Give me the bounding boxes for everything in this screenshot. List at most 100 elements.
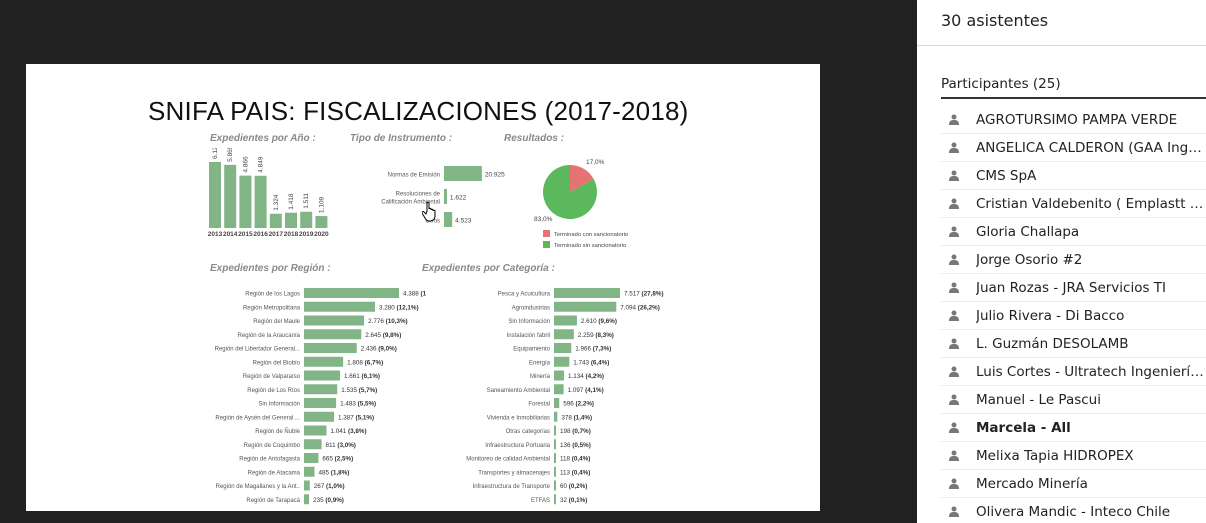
participant-name: Manuel - Le Pascui (976, 392, 1101, 408)
year-bar (285, 212, 297, 228)
region-bar (304, 439, 322, 450)
participant-name: Melixa Tapia HIDROPEX (976, 448, 1134, 464)
year-bar (239, 175, 252, 228)
region-tick-label: Región de Valparaíso (243, 374, 301, 380)
participant-name: Cristian Valdebenito ( Emplastt Ltda.) (976, 196, 1204, 212)
region-tick-label: Región de Magallanes y la Ant.. (216, 484, 301, 490)
legend-label: Terminado con sancionatorio (554, 232, 628, 238)
participants-header[interactable]: Participantes (25) (941, 76, 1206, 99)
category-tick-label: Pesca y Acuicultura (498, 292, 551, 298)
participant-name: Olivera Mandic - Inteco Chile (976, 504, 1171, 520)
region-bar-value: 665 (2,5%) (322, 456, 353, 463)
category-bar (554, 343, 572, 353)
participant-item[interactable]: Cristian Valdebenito ( Emplastt Ltda.) (941, 190, 1206, 218)
instrument-bar-chart: 20.925 Normas de Emisión 1.622 Resoluciones… (381, 166, 505, 227)
region-bar-value: 267 (1,0%) (314, 483, 345, 490)
participant-item[interactable]: Melixa Tapia HIDROPEX (941, 442, 1206, 470)
pie-slice (570, 165, 594, 192)
pie-label: 83,0% (534, 216, 553, 223)
participant-item[interactable]: L. Guzmán DESOLAMB (941, 330, 1206, 358)
category-tick-label: Infraestructura Portuaria (485, 443, 550, 449)
instrument-bar-value: 20.925 (485, 172, 505, 179)
region-bar-value: 811 (3,0%) (326, 442, 356, 449)
attendees-header: 30 asistentes (917, 0, 1206, 46)
year-chart-title: Expedientes por Año : (210, 133, 316, 144)
person-icon (949, 198, 959, 209)
participant-item[interactable]: AGROTURSIMO PAMPA VERDE (941, 106, 1206, 134)
participant-item[interactable]: Julio Rivera - Di Bacco (941, 302, 1206, 330)
region-tick-label: Región de Coquimbo (244, 443, 301, 449)
year-bar (315, 216, 328, 228)
region-bar-value: 1.535 (5,7%) (341, 387, 377, 394)
shared-slide: SNIFA PAIS: FISCALIZACIONES (2017-2018) … (26, 64, 820, 511)
year-tick-label: 2019 (299, 231, 314, 238)
participant-item[interactable]: Jorge Osorio #2 (941, 246, 1206, 274)
region-bar (304, 466, 315, 477)
category-bar (554, 480, 556, 491)
region-bar-value: 2.776 (10,3%) (368, 318, 408, 325)
region-bar (304, 411, 335, 422)
year-bar (224, 164, 237, 228)
year-bar-value: 1.418 (288, 193, 295, 210)
category-tick-label: Agroindustrias (512, 305, 550, 311)
person-icon (949, 422, 959, 433)
region-chart-title: Expedientes por Región : (210, 263, 331, 274)
participant-item[interactable]: Manuel - Le Pascui (941, 386, 1206, 414)
category-tick-label: Transportes y almacenajes (478, 470, 550, 476)
category-bar-value: 2.610 (9,6%) (581, 318, 617, 325)
category-bar-value: 1.097 (4,1%) (568, 387, 604, 394)
category-tick-label: Minería (530, 374, 551, 380)
participant-item[interactable]: Gloria Challapa (941, 218, 1206, 246)
region-bar-value: 3.280 (12,1%) (379, 304, 419, 311)
results-chart-title: Resultados : (504, 133, 565, 144)
region-bar-value: 235 (0,9%) (313, 497, 344, 504)
region-bar (304, 356, 344, 367)
person-icon (949, 310, 959, 321)
category-bar (554, 356, 570, 367)
category-bar (554, 315, 577, 326)
instrument-bar (444, 166, 482, 181)
region-tick-label: Región de Los Ríos (247, 388, 300, 394)
participant-item[interactable]: Mercado Minería (941, 470, 1206, 498)
person-icon (949, 506, 959, 517)
pie-label: 17,0% (586, 159, 605, 166)
region-bar-value: 1.661 (6,1%) (344, 373, 380, 380)
category-bar-value: 1.743 (6,4%) (573, 359, 609, 366)
category-bar (554, 398, 560, 408)
results-pie-chart: 17,0% 83,0% Terminado con sancionatorio Ter… (534, 159, 628, 249)
category-bar (554, 411, 558, 422)
region-bar (304, 398, 337, 408)
category-bar-value: 32 (0,1%) (560, 497, 587, 504)
category-bar-value: 596 (2,2%) (563, 401, 594, 408)
presentation-stage: SNIFA PAIS: FISCALIZACIONES (2017-2018) … (26, 64, 820, 511)
participant-name: Gloria Challapa (976, 224, 1080, 240)
category-bar (554, 384, 564, 395)
person-icon (949, 366, 959, 377)
participant-item[interactable]: Luis Cortes - Ultratech Ingeniería Ltda. (941, 358, 1206, 386)
region-bar (304, 370, 340, 381)
participant-name: Marcela - All (976, 420, 1071, 436)
attendees-panel: 30 asistentes Participantes (25) AGROTUR… (917, 0, 1206, 523)
category-tick-label: Monitoreo de calidad Ambiental (466, 457, 550, 463)
participant-item[interactable]: Juan Rozas - JRA Servicios TI (941, 274, 1206, 302)
year-bar-value: 1.324 (273, 194, 280, 211)
region-bar-value: 485 (1,8%) (319, 469, 350, 476)
category-bar-value: 378 (1,4%) (561, 414, 592, 421)
participant-item[interactable]: Marcela - All (941, 414, 1206, 442)
participant-name: CMS SpA (976, 168, 1037, 184)
participant-name: ANGELICA CALDERON (GAA Ingeniería) (976, 140, 1204, 156)
category-bar-value: 198 (0,7%) (560, 428, 591, 435)
year-bar-value: 1.109 (318, 196, 325, 213)
person-icon (949, 170, 959, 181)
legend-swatch (543, 230, 550, 237)
participant-item[interactable]: CMS SpA (941, 162, 1206, 190)
category-tick-label: Infraestructura de Transporte (473, 484, 551, 490)
person-icon (949, 226, 959, 237)
year-bar-value: 4.849 (258, 156, 265, 173)
category-bar (554, 329, 574, 340)
region-bar (304, 301, 376, 312)
category-tick-label: Instalación fabril (507, 333, 550, 339)
participant-item[interactable]: Olivera Mandic - Inteco Chile (941, 498, 1206, 523)
participant-item[interactable]: ANGELICA CALDERON (GAA Ingeniería) (941, 134, 1206, 162)
region-tick-label: Región de Atacama (248, 470, 301, 476)
